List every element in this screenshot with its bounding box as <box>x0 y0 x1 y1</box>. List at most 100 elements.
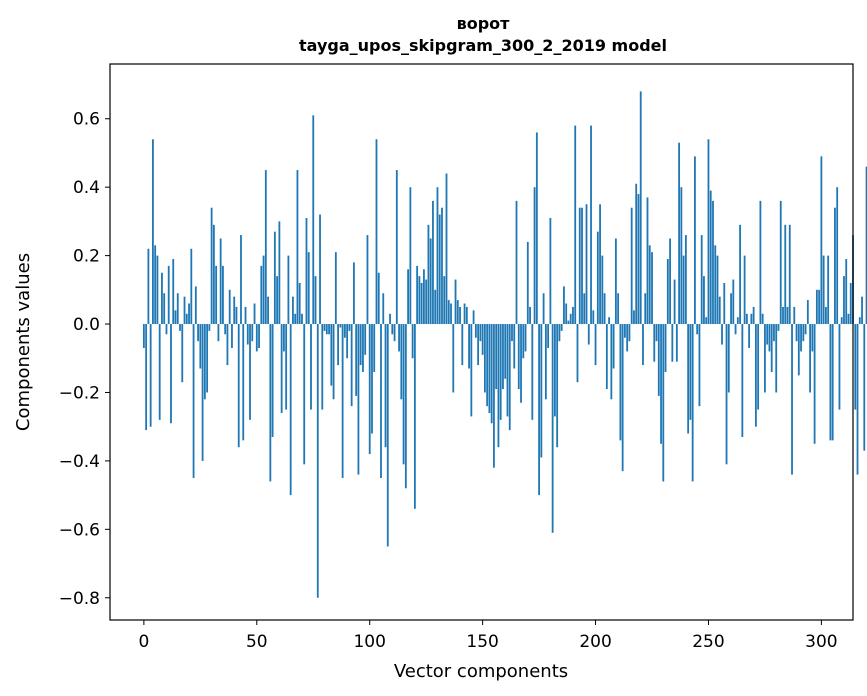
bar <box>621 324 624 472</box>
bar <box>192 324 195 479</box>
bar <box>517 324 520 390</box>
bar <box>330 324 333 386</box>
bar <box>201 324 204 461</box>
bar <box>764 324 766 393</box>
bar <box>282 324 285 352</box>
bar <box>549 217 552 325</box>
y-tick-label: 0.2 <box>73 247 100 267</box>
bar <box>267 296 269 325</box>
x-tick-label: 150 <box>466 632 498 652</box>
bar <box>700 235 703 325</box>
bar <box>393 324 396 342</box>
bar <box>856 324 859 475</box>
bar <box>734 324 737 335</box>
bar <box>533 187 536 325</box>
bar <box>493 324 495 468</box>
bar <box>614 238 617 325</box>
bar <box>696 324 699 335</box>
bar <box>585 204 588 325</box>
bar <box>389 313 391 325</box>
chart-subtitle: tayga_upos_skipgram_300_2_2019 model <box>299 36 667 55</box>
bar <box>754 324 757 427</box>
bar <box>675 324 678 362</box>
bar <box>418 276 421 325</box>
bar <box>391 324 394 335</box>
bar <box>572 306 574 325</box>
bar <box>834 207 836 325</box>
bar <box>280 324 283 413</box>
bar <box>152 139 154 325</box>
bar <box>820 156 823 325</box>
bar <box>260 265 263 325</box>
bar <box>506 324 509 417</box>
bar <box>655 324 658 342</box>
bar <box>314 276 317 325</box>
bar <box>811 324 814 352</box>
bar <box>730 293 732 325</box>
x-axis-ticks: 0 50 100 150 200 250 300 <box>138 620 838 652</box>
bar <box>709 190 712 325</box>
bar <box>666 259 669 325</box>
bar <box>294 313 297 325</box>
bar <box>861 296 863 325</box>
bar <box>366 235 369 325</box>
bar <box>829 324 832 441</box>
bar <box>854 324 857 410</box>
bar <box>788 224 791 325</box>
y-tick-label: 0.4 <box>73 178 100 198</box>
bar <box>838 324 841 410</box>
bar <box>684 235 687 325</box>
bar <box>610 324 613 400</box>
bar <box>782 306 784 325</box>
bar <box>461 324 464 366</box>
bar <box>822 255 825 325</box>
bar <box>565 303 568 325</box>
bar <box>149 324 152 427</box>
bar <box>312 115 315 325</box>
bar <box>750 313 753 325</box>
bar <box>224 324 227 335</box>
bar <box>210 207 213 325</box>
bar <box>371 324 373 434</box>
bar <box>404 324 407 489</box>
bar <box>251 324 254 342</box>
x-tick-label: 250 <box>692 632 724 652</box>
bar <box>718 296 721 325</box>
bar <box>858 317 861 325</box>
bar <box>477 324 480 366</box>
bar <box>425 279 428 325</box>
bar <box>190 248 193 325</box>
y-tick-label: 0.6 <box>73 110 100 130</box>
bar <box>316 324 319 598</box>
bar <box>301 313 303 325</box>
y-tick-label: −0.8 <box>59 589 100 609</box>
bar <box>276 276 279 325</box>
bar <box>603 293 606 325</box>
bar <box>551 324 554 533</box>
bar <box>380 324 382 479</box>
bar <box>298 282 301 325</box>
bar <box>423 269 425 325</box>
bar <box>429 238 432 325</box>
bar <box>490 324 493 424</box>
bar <box>242 324 245 441</box>
bar <box>797 324 800 376</box>
bar <box>576 324 579 383</box>
bar <box>438 214 441 325</box>
bar <box>237 324 240 448</box>
bar <box>502 324 504 390</box>
bar <box>147 248 150 325</box>
bar <box>558 324 561 342</box>
bar <box>219 238 222 325</box>
bar <box>648 245 651 325</box>
bar <box>497 324 500 448</box>
bar <box>716 255 719 325</box>
bar <box>357 324 360 475</box>
bar <box>183 296 186 325</box>
bar <box>671 324 674 362</box>
bar <box>468 324 470 369</box>
bar <box>553 324 556 417</box>
bar <box>258 324 260 348</box>
bar <box>804 324 807 335</box>
bar <box>413 324 416 509</box>
